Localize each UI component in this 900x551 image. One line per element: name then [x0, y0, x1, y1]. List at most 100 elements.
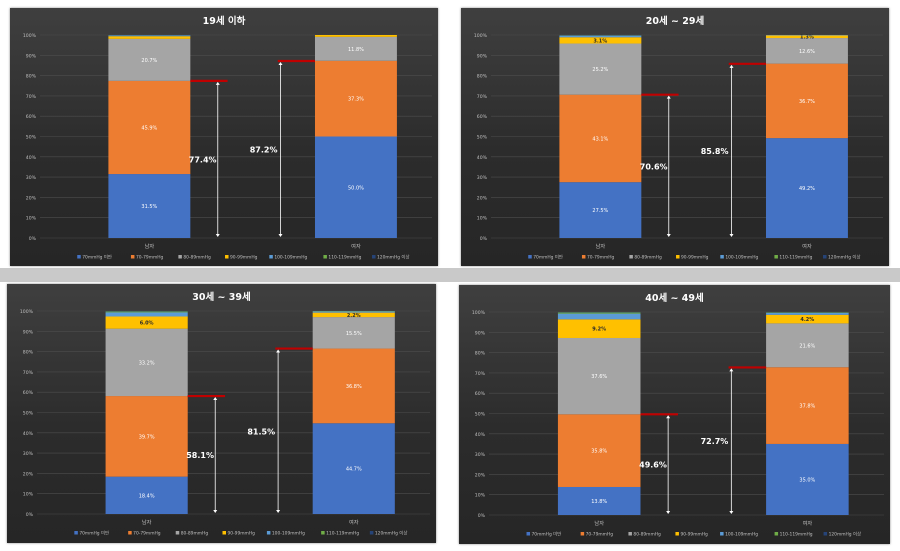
bar-segment-100-109 [108, 35, 191, 37]
y-tick-label: 0% [29, 236, 37, 242]
legend-swatch [369, 531, 374, 535]
y-tick-label: 30% [23, 451, 34, 457]
y-tick-label: 100% [474, 33, 488, 39]
bar-segment-90-99 [766, 314, 849, 324]
x-tick-label: 여자 [802, 242, 812, 250]
bar-segment-80-89 [105, 328, 188, 397]
legend-swatch [774, 255, 778, 259]
legend-label: 80-89mmHg [181, 531, 209, 537]
y-tick-label: 0% [480, 236, 488, 242]
y-tick-label: 20% [26, 195, 37, 201]
bar-segment-110-119 [105, 311, 188, 313]
legend-label: 120mmHg 이상 [375, 530, 408, 537]
bar-segment-70-79 [766, 367, 849, 444]
x-tick-label: 남자 [145, 242, 155, 250]
legend-label: 110-119mmHg [779, 255, 812, 261]
cumulative-label: 77.4% [189, 155, 217, 164]
data-label: 1.3% [800, 35, 814, 41]
data-label: 3.1% [593, 38, 607, 44]
bar-segment-lt70 [557, 486, 641, 515]
data-label: 9.2% [592, 327, 606, 333]
arrowhead-down [729, 234, 734, 237]
y-tick-label: 50% [475, 412, 486, 418]
x-tick-label: 남자 [142, 518, 152, 526]
bar-segment-lt70 [559, 182, 642, 238]
legend-label: 110-119mmHg [326, 531, 359, 537]
bar-segment-100-109 [766, 312, 849, 315]
y-tick-label: 20% [475, 472, 486, 478]
cumulative-label: 72.7% [701, 437, 729, 446]
legend-swatch [528, 255, 532, 259]
y-tick-label: 90% [26, 53, 37, 59]
legend-label: 120mmHg 이상 [829, 531, 862, 538]
bar-segment-90-99 [557, 319, 641, 338]
data-label: 4.2% [800, 317, 814, 323]
y-tick-label: 70% [475, 371, 486, 377]
bar-segment-70-79 [557, 414, 641, 487]
x-tick-label: 남자 [594, 519, 604, 527]
bar-segment-lt70 [105, 476, 188, 514]
legend-swatch [178, 255, 182, 259]
y-tick-label: 40% [26, 155, 37, 161]
bar-segment-70-79 [559, 94, 642, 183]
bar-segment-90-99 [314, 35, 397, 37]
bar-segment-100-109 [105, 312, 188, 317]
y-tick-label: 80% [475, 351, 486, 357]
legend-swatch [676, 255, 680, 259]
data-label: 31.5% [141, 204, 157, 210]
chart-svg: 19세 이하 0% 10% 20% 30% 40% 50% 60% 70% 80% 90% 100% 3… [23, 15, 432, 261]
data-label: 49.2% [799, 186, 815, 192]
data-label: 35.8% [591, 449, 607, 455]
y-tick-label: 90% [477, 53, 488, 59]
y-tick-label: 40% [23, 431, 34, 437]
cumulative-label: 58.1% [186, 451, 214, 460]
legend-swatch [225, 255, 229, 259]
legend-swatch [175, 531, 180, 535]
y-tick-label: 60% [26, 114, 37, 120]
y-tick-label: 10% [23, 492, 34, 498]
y-tick-label: 100% [472, 310, 486, 316]
y-tick-label: 80% [26, 74, 37, 80]
chart-svg: 20세 ~ 29세 0% 10% 20% 30% 40% 50% 60% 70% 80% 90% 10… [474, 15, 883, 261]
x-tick-label: 여자 [349, 518, 359, 526]
arrowhead-down [278, 234, 283, 237]
legend-label: 110-119mmHg [780, 532, 813, 538]
x-tick-label: 여자 [351, 242, 361, 250]
data-label: 39.7% [139, 434, 155, 440]
arrowhead-up [666, 415, 671, 419]
legend-swatch [629, 255, 633, 259]
legend-label: 120mmHg 이상 [377, 254, 410, 261]
data-label: 44.7% [346, 467, 362, 473]
y-tick-label: 30% [475, 452, 486, 458]
legend-label: 70-79mmHg [587, 255, 615, 261]
y-tick-label: 100% [23, 33, 37, 39]
bar-segment-lt70 [108, 174, 191, 238]
legend-label: 90-99mmHg [227, 531, 255, 537]
y-tick-label: 50% [23, 411, 34, 417]
legend-swatch [266, 531, 271, 535]
legend-label: 70mmHg 미만 [82, 254, 112, 261]
arrowhead-up [276, 349, 281, 353]
panel-separator [0, 268, 900, 282]
y-tick-label: 50% [26, 135, 37, 141]
cumulative-label: 70.6% [640, 162, 668, 171]
data-label: 37.8% [799, 404, 815, 410]
y-tick-label: 10% [26, 216, 37, 222]
bar-segment-90-99 [108, 36, 191, 39]
bar-segment-110-119 [766, 312, 849, 313]
y-tick-label: 30% [477, 175, 488, 181]
data-label: 37.6% [591, 374, 607, 380]
y-tick-label: 0% [478, 513, 486, 519]
legend-swatch [675, 532, 679, 536]
arrowhead-down [729, 511, 734, 514]
legend-label: 70-79mmHg [136, 255, 164, 261]
legend-label: 100-109mmHg [725, 532, 758, 538]
legend-swatch [77, 255, 81, 259]
legend-swatch [580, 532, 585, 536]
data-label: 43.1% [592, 136, 608, 142]
legend-swatch [372, 255, 376, 259]
bar-segment-80-89 [557, 337, 641, 415]
arrowhead-down [215, 234, 220, 237]
y-tick-label: 90% [475, 330, 486, 336]
cumulative-label: 85.8% [701, 147, 729, 156]
